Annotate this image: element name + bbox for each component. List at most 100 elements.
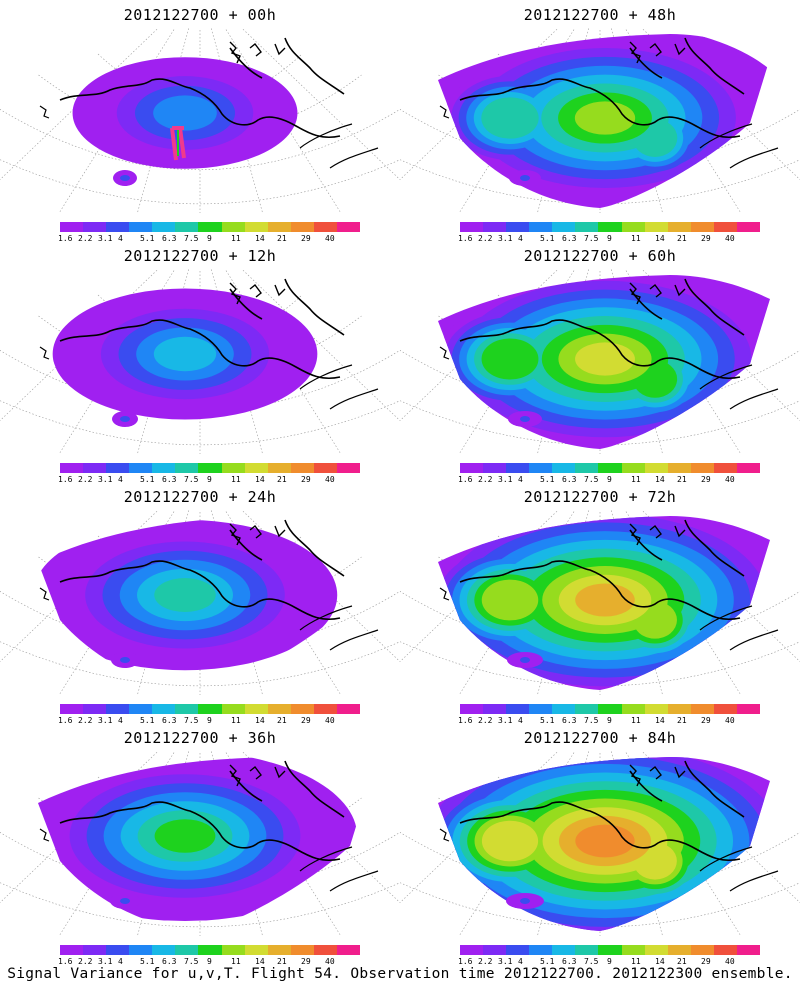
forecast-map [400, 269, 800, 454]
colorbar-label: 9 [207, 957, 212, 966]
colorbar-swatch [713, 945, 737, 955]
panel-title: 2012122700 + 36h [123, 729, 277, 747]
colorbar-label: 21 [677, 716, 687, 725]
colorbar-labels: 1.6 2.2 3.1 4 5.1 6.3 7.5 9 11 14 21 29 40 [455, 957, 775, 967]
colorbar-label: 4 [518, 475, 523, 484]
west-islands [439, 105, 450, 119]
colorbar-swatch [336, 704, 361, 714]
variance-field [72, 57, 298, 169]
colorbar [60, 704, 361, 714]
panel-title: 2012122700 + 60h [523, 247, 677, 265]
colorbar-label: 2.2 [478, 716, 493, 725]
colorbar-label: 1.6 [458, 716, 473, 725]
colorbar-swatch [460, 945, 484, 955]
colorbar-label: 2.2 [478, 475, 493, 484]
colorbar-swatch [221, 704, 245, 714]
colorbar-swatch [336, 463, 361, 473]
colorbar-swatch [106, 704, 130, 714]
colorbar-swatch [575, 704, 599, 714]
colorbar-swatch [244, 704, 268, 714]
colorbar-label: 9 [607, 234, 612, 243]
colorbar-swatch [106, 463, 130, 473]
colorbar-label: 29 [701, 234, 711, 243]
colorbar-swatch [529, 945, 553, 955]
colorbar-swatch [506, 704, 530, 714]
arctic-islands [229, 282, 286, 305]
colorbar-swatch [129, 704, 153, 714]
colorbar-labels: 1.6 2.2 3.1 4 5.1 6.3 7.5 9 11 14 21 29 40 [455, 234, 775, 244]
colorbar-label: 6.3 [162, 716, 177, 725]
colorbar-swatch [175, 222, 199, 232]
island-core [520, 175, 530, 181]
forecast-map [0, 28, 400, 213]
colorbar-swatch [129, 945, 153, 955]
colorbar-label: 14 [655, 716, 665, 725]
colorbar-label: 9 [607, 475, 612, 484]
colorbar-label: 3.1 [498, 475, 513, 484]
colorbar-swatch [152, 463, 176, 473]
colorbar-labels: 1.6 2.2 3.1 4 5.1 6.3 7.5 9 11 14 21 29 40 [55, 957, 375, 967]
colorbar-swatch [175, 463, 199, 473]
colorbar-swatch [60, 222, 84, 232]
colorbar-swatch [290, 945, 314, 955]
colorbar-label: 29 [301, 716, 311, 725]
colorbar-label: 21 [677, 957, 687, 966]
forecast-map [400, 28, 800, 213]
colorbar-swatch [60, 463, 84, 473]
colorbar-label: 9 [207, 716, 212, 725]
colorbar-label: 40 [325, 957, 335, 966]
colorbar-swatch [460, 222, 484, 232]
variance-field [438, 275, 770, 449]
colorbar-swatch [667, 945, 691, 955]
colorbar-swatch [552, 222, 576, 232]
map-panel: 2012122700 + 36h 1.6 2.2 3.1 4 5.1 6.3 7.5 9 11 14… [0, 723, 400, 968]
colorbar-label: 5.1 [140, 234, 155, 243]
west-islands [39, 346, 50, 360]
colorbar-label: 4 [118, 234, 123, 243]
colorbar-swatch [198, 945, 222, 955]
colorbar-swatch [267, 463, 291, 473]
colorbar-label: 2.2 [78, 234, 93, 243]
colorbar-swatch [736, 704, 761, 714]
colorbar-swatch [267, 945, 291, 955]
coastline-east [299, 364, 379, 410]
arctic-islands [629, 764, 686, 787]
coastline-east [699, 846, 779, 892]
colorbar-label: 11 [631, 716, 641, 725]
island-core [520, 416, 530, 422]
colorbar-label: 2.2 [478, 957, 493, 966]
west-islands [439, 346, 450, 360]
colorbar-swatch [575, 945, 599, 955]
colorbar-label: 5.1 [540, 716, 555, 725]
colorbar-label: 7.5 [584, 234, 599, 243]
colorbar-swatch [644, 945, 668, 955]
colorbar-label: 21 [277, 716, 287, 725]
colorbar-swatch [483, 704, 507, 714]
colorbar-swatch [690, 945, 714, 955]
colorbar-swatch [460, 463, 484, 473]
colorbar-label: 9 [607, 716, 612, 725]
island-core [520, 657, 530, 663]
colorbar-label: 14 [655, 475, 665, 484]
colorbar-label: 14 [255, 234, 265, 243]
west-islands [39, 105, 50, 119]
colorbar-label: 7.5 [184, 234, 199, 243]
colorbar-swatch [529, 463, 553, 473]
colorbar-label: 1.6 [458, 234, 473, 243]
arctic-islands [629, 523, 686, 546]
colorbar-label: 6.3 [162, 957, 177, 966]
colorbar-label: 7.5 [184, 716, 199, 725]
variance-field [438, 34, 770, 208]
colorbar-swatch [667, 704, 691, 714]
colorbar-swatch [667, 222, 691, 232]
colorbar-swatch [529, 704, 553, 714]
colorbar-swatch [644, 222, 668, 232]
colorbar-swatch [336, 222, 361, 232]
colorbar-label: 5.1 [540, 234, 555, 243]
colorbar-label: 14 [255, 716, 265, 725]
arctic-islands [629, 41, 686, 64]
forecast-map [0, 510, 400, 695]
colorbar-swatch [713, 704, 737, 714]
colorbar-label: 3.1 [98, 475, 113, 484]
colorbar-label: 2.2 [78, 475, 93, 484]
